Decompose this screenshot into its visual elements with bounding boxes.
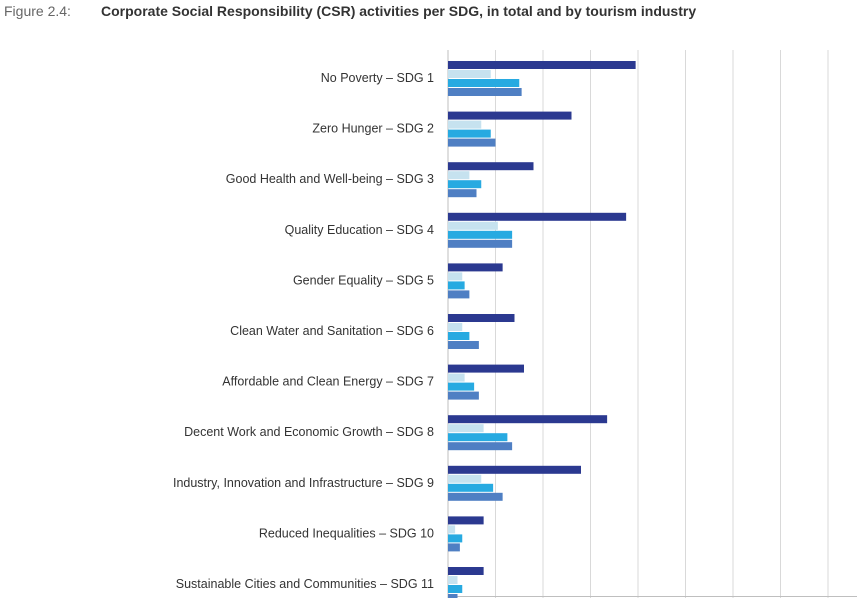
- bar-series-4: [448, 492, 503, 501]
- bar-series-4: [448, 594, 458, 598]
- bar-series-4: [448, 341, 479, 349]
- bar-series-1: [448, 111, 572, 120]
- bar-series-2: [448, 474, 482, 483]
- bar-series-1: [448, 162, 534, 171]
- category-label: Industry, Innovation and Infrastructure …: [173, 476, 434, 490]
- bar-series-4: [448, 189, 477, 198]
- bar-series-2: [448, 323, 463, 331]
- figure-header: Figure 2.4: Corporate Social Responsibil…: [0, 0, 857, 24]
- category-label: Reduced Inequalities – SDG 10: [259, 526, 434, 540]
- bar-series-4: [448, 290, 470, 299]
- category-labels: No Poverty – SDG 1 Zero Hunger – SDG 2 Goo…: [173, 71, 434, 591]
- bar-series-3: [448, 483, 494, 492]
- bar-series-3: [448, 180, 482, 189]
- bar-series-2: [448, 525, 456, 534]
- bar-series-3: [448, 382, 475, 391]
- bar-series-1: [448, 415, 608, 424]
- bar-series-2: [448, 70, 491, 78]
- category-label: Gender Equality – SDG 5: [293, 273, 434, 287]
- bar-series-1: [448, 516, 484, 525]
- chart-bars: [448, 61, 636, 598]
- category-label: Clean Water and Sanitation – SDG 6: [230, 324, 434, 338]
- bar-series-3: [448, 230, 513, 239]
- bar-series-3: [448, 79, 520, 87]
- bar-series-1: [448, 61, 636, 69]
- category-label: Good Health and Well-being – SDG 3: [226, 172, 434, 186]
- bar-series-2: [448, 373, 465, 382]
- bar-series-3: [448, 129, 491, 138]
- figure-title: Corporate Social Responsibility (CSR) ac…: [101, 3, 697, 19]
- bar-series-2: [448, 576, 458, 584]
- category-label: Affordable and Clean Energy – SDG 7: [222, 375, 434, 389]
- bar-series-4: [448, 239, 513, 248]
- bar-series-4: [448, 391, 479, 400]
- category-label: Quality Education – SDG 4: [285, 223, 434, 237]
- bar-series-1: [448, 212, 627, 221]
- bar-series-4: [448, 88, 522, 96]
- bar-series-2: [448, 171, 470, 180]
- bar-series-3: [448, 281, 465, 290]
- bar-series-2: [448, 424, 484, 433]
- bar-series-1: [448, 364, 524, 373]
- category-label: Zero Hunger – SDG 2: [312, 122, 434, 136]
- bar-series-4: [448, 138, 496, 147]
- bar-series-2: [448, 120, 482, 129]
- bar-series-3: [448, 332, 470, 340]
- bar-series-2: [448, 272, 463, 281]
- bar-series-1: [448, 567, 484, 575]
- bar-series-4: [448, 442, 513, 451]
- bar-series-3: [448, 534, 463, 543]
- bar-series-4: [448, 543, 460, 552]
- figure-number: Figure 2.4:: [4, 3, 71, 19]
- chart-grid: [447, 50, 857, 598]
- bar-series-2: [448, 221, 498, 230]
- category-label: No Poverty – SDG 1: [321, 71, 434, 85]
- category-label: Decent Work and Economic Growth – SDG 8: [184, 425, 434, 439]
- bar-series-1: [448, 465, 581, 474]
- bar-series-3: [448, 433, 508, 442]
- bar-series-1: [448, 263, 503, 272]
- category-label: Sustainable Cities and Communities – SDG…: [176, 577, 434, 591]
- bar-series-3: [448, 585, 463, 593]
- bar-series-1: [448, 314, 515, 322]
